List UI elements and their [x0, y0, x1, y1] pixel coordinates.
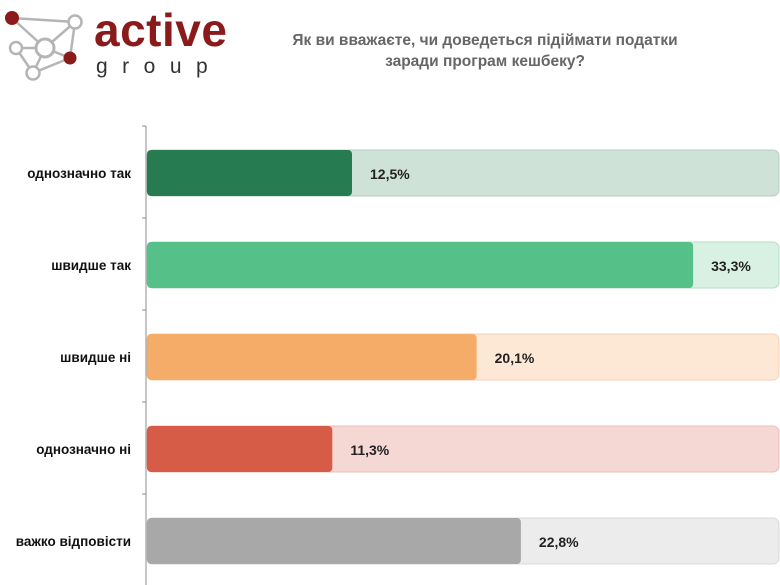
chart-title: Як ви вважаєте, чи доведеться підіймати …	[260, 30, 710, 72]
category-label: швидше ні	[60, 350, 131, 365]
bar-chart: однозначно так 12,5% швидше так 33,3% швидше…	[0, 120, 780, 585]
bar	[147, 334, 477, 380]
chart-title-line-1: Як ви вважаєте, чи доведеться підіймати …	[292, 32, 678, 49]
logo-subtitle: group	[96, 55, 223, 78]
data-label: 22,8%	[539, 534, 579, 550]
category-label: швидше так	[51, 258, 131, 273]
bar	[147, 518, 521, 564]
bar	[147, 426, 333, 472]
data-label: 33,3%	[711, 258, 751, 274]
active-group-logo: active group	[0, 0, 240, 95]
data-label: 12,5%	[370, 166, 410, 182]
bar-chart-svg: однозначно так 12,5% швидше так 33,3% швидше…	[16, 125, 780, 585]
bar	[147, 242, 694, 288]
category-label: важко відповісти	[16, 534, 131, 549]
bar	[147, 150, 352, 196]
category-label: однозначно так	[27, 166, 131, 181]
data-label: 11,3%	[350, 442, 389, 458]
network-logo-icon	[5, 11, 83, 81]
chart-title-line-2: заради програм кешбеку?	[385, 53, 585, 70]
logo-wordmark: active	[94, 4, 228, 56]
data-label: 20,1%	[495, 350, 535, 366]
category-label: однозначно ні	[36, 442, 131, 457]
